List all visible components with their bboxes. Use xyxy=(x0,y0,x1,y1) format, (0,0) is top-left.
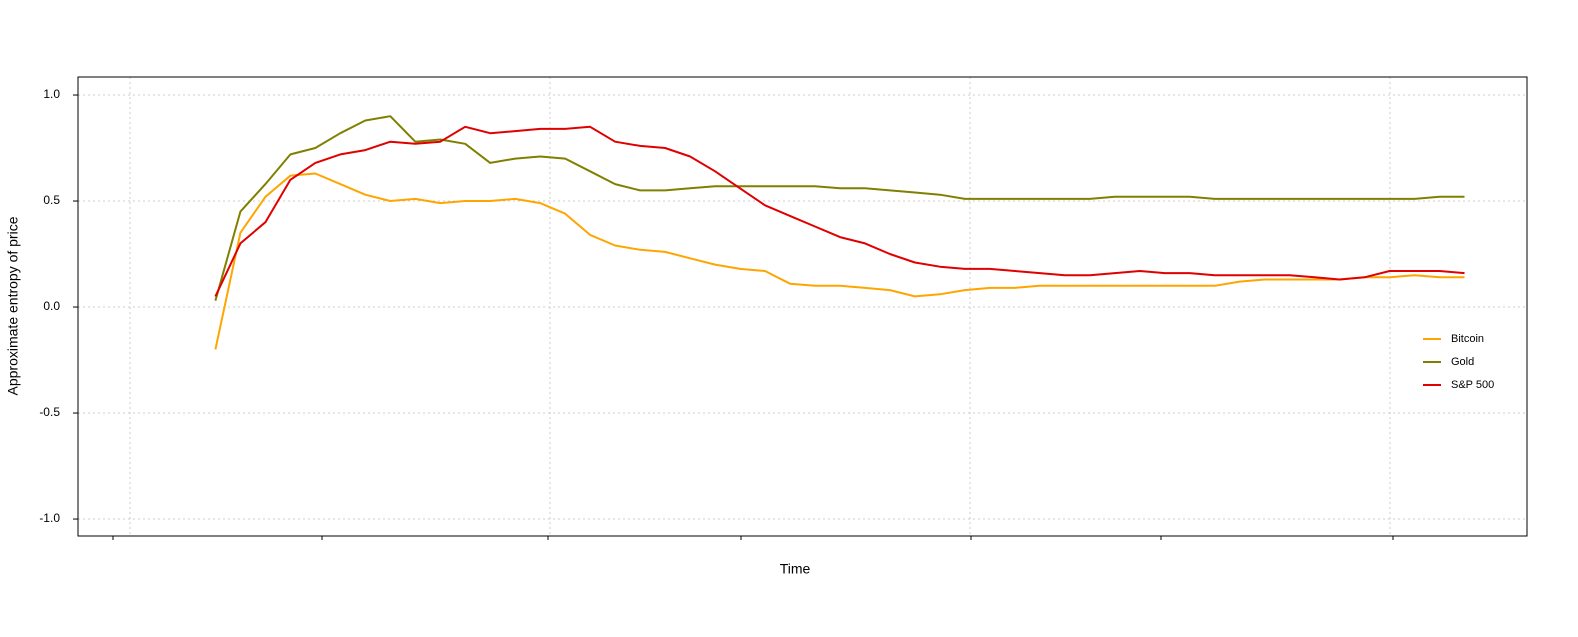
legend-label: Gold xyxy=(1451,356,1474,368)
plot-frame xyxy=(77,76,1528,537)
legend-label: S&P 500 xyxy=(1451,379,1494,391)
y-tick-label: -0.5 xyxy=(39,405,60,419)
series-line xyxy=(214,172,1465,350)
y-axis-label: Approximate entropy of price xyxy=(5,216,21,395)
y-tick-label: 1.0 xyxy=(43,87,60,101)
series-line xyxy=(214,115,1465,301)
y-tick-label: -1.0 xyxy=(39,511,60,525)
x-grid xyxy=(129,77,1391,536)
series-line xyxy=(214,125,1465,297)
legend-label: Bitcoin xyxy=(1451,333,1484,345)
y-tick-label: 0.0 xyxy=(43,299,60,313)
x-ticks xyxy=(112,536,1394,540)
x-axis-label: Time xyxy=(780,561,811,577)
y-tick-label: 0.5 xyxy=(43,193,60,207)
plot: -1.0 -0.5 0.0 0.5 1.0 Bitcoin Gold S&P 500 xyxy=(39,87,1527,525)
